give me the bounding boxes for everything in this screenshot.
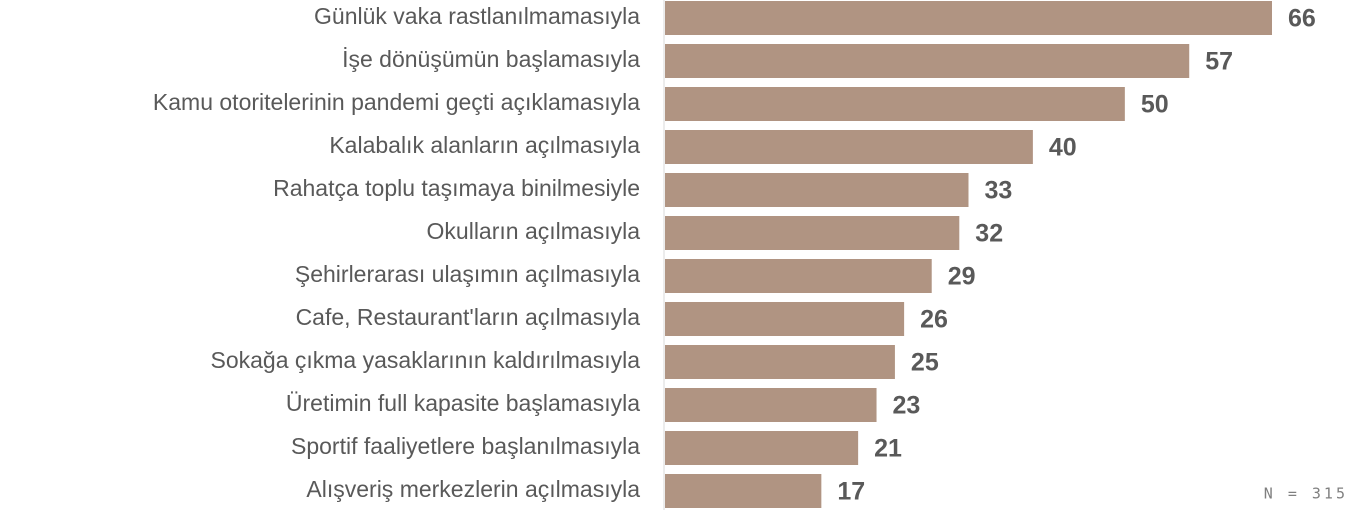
value-label: 21 — [874, 435, 902, 463]
category-label: Şehirlerarası ulaşımın açılmasıyla — [295, 261, 640, 287]
category-label: Sportif faaliyetlere başlanılmasıyla — [291, 433, 640, 459]
value-label: 40 — [1049, 134, 1077, 162]
category-label: Kalabalık alanların açılmasıyla — [329, 132, 640, 158]
category-label: Alışveriş merkezlerin açılmasıyla — [306, 476, 640, 502]
category-label: Üretimin full kapasite başlamasıyla — [286, 390, 640, 416]
value-label: 26 — [920, 306, 948, 334]
value-label: 23 — [893, 392, 921, 420]
value-label: 57 — [1205, 48, 1233, 76]
category-label: Cafe, Restaurant'ların açılmasıyla — [296, 304, 641, 330]
value-label: 50 — [1141, 91, 1169, 119]
category-label: Kamu otoritelerinin pandemi geçti açıkla… — [153, 89, 640, 115]
value-label: 17 — [837, 478, 865, 506]
bar — [665, 130, 1033, 164]
bar — [665, 474, 822, 508]
bar — [665, 216, 960, 250]
value-label: 66 — [1288, 5, 1316, 33]
value-label: 25 — [911, 349, 939, 377]
bar — [665, 302, 905, 336]
bar — [665, 87, 1125, 121]
bar — [665, 44, 1190, 78]
category-label: Günlük vaka rastlanılmamasıyla — [314, 3, 640, 29]
bar — [665, 345, 895, 379]
bar — [665, 1, 1272, 35]
category-label: Sokağa çıkma yasaklarının kaldırılmasıyl… — [210, 347, 640, 373]
category-label: Rahatça toplu taşımaya binilmesiyle — [273, 175, 640, 201]
bar — [665, 388, 877, 422]
bar — [665, 173, 969, 207]
category-label: Okulların açılmasıyla — [427, 218, 641, 244]
note: N = 315 — [1264, 485, 1348, 503]
category-label: İşe dönüşümün başlamasıyla — [342, 46, 640, 72]
value-label: 32 — [975, 220, 1003, 248]
value-label: 29 — [948, 263, 976, 291]
bar — [665, 431, 859, 465]
value-label: 33 — [985, 177, 1013, 205]
bar — [665, 259, 932, 293]
